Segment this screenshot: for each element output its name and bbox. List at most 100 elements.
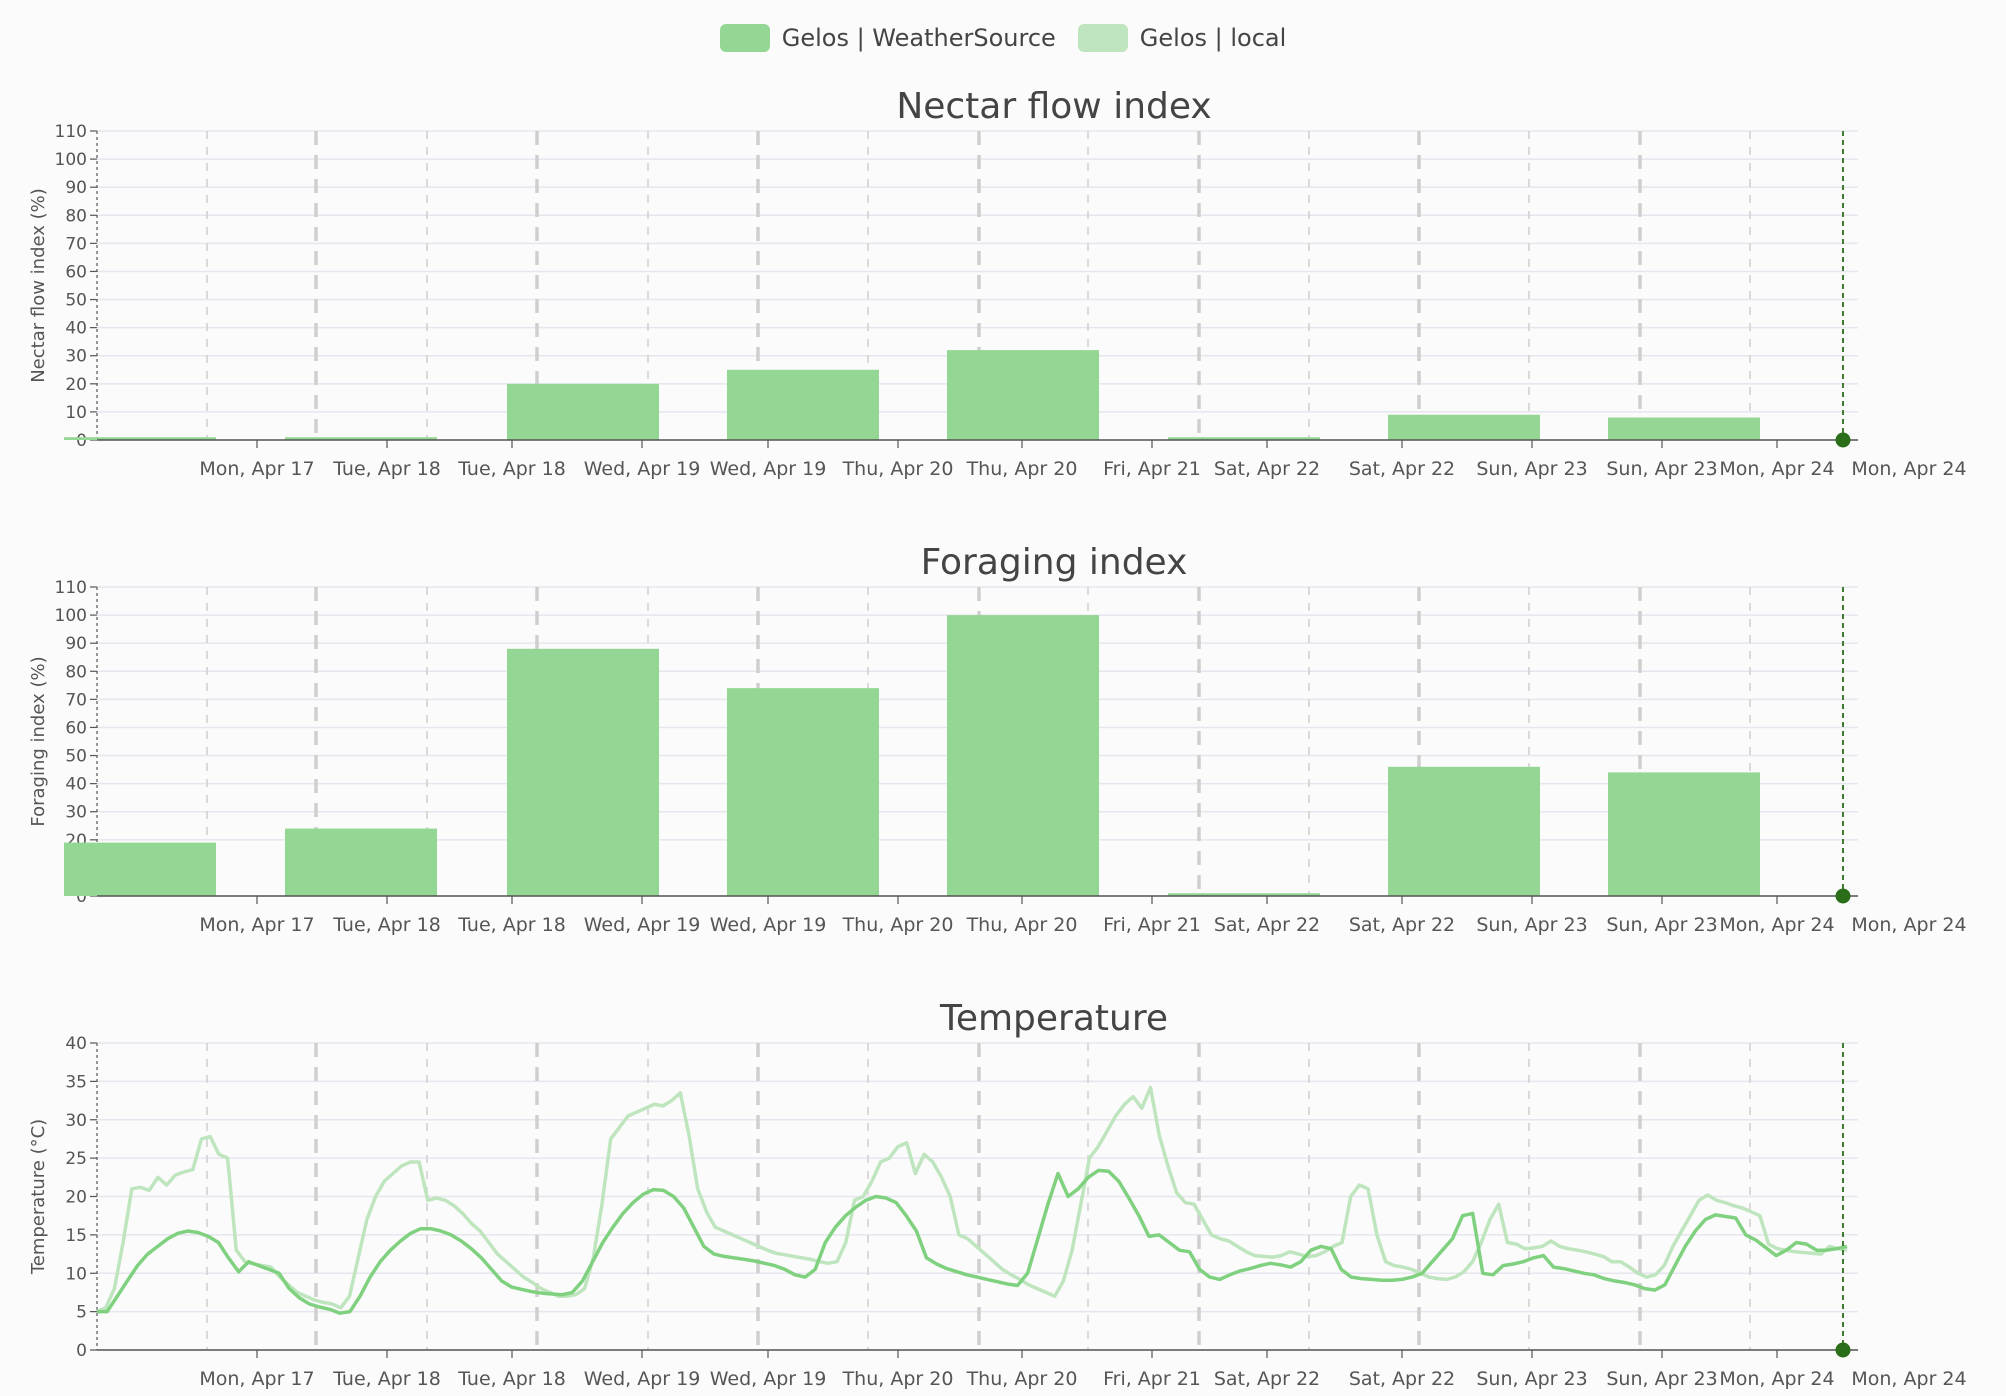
y-tick-label: 35: [65, 1072, 87, 1092]
chart-panel-3: Temperature Temperature (°C) 0 5 10 15 20 25 30 3…: [28, 998, 1967, 1390]
x-tick-label: Sun, Apr 23: [1606, 1368, 1717, 1390]
x-tick-label: Tue, Apr 18: [457, 458, 566, 480]
x-tick-label: Sun, Apr 23: [1476, 914, 1587, 936]
chart-panel-1: Nectar flow index Nectar flow index (%) 0 1…: [28, 86, 1967, 480]
x-tick-label: Thu, Apr 20: [842, 1368, 954, 1390]
y-tick-label: 40: [65, 1034, 87, 1054]
y-tick-label: 110: [55, 578, 87, 598]
y-tick-label: 100: [55, 606, 87, 626]
x-tick-label: Thu, Apr 20: [842, 458, 954, 480]
y-tick-label: 50: [65, 747, 87, 767]
x-tick-label: Sun, Apr 23: [1606, 458, 1717, 480]
now-marker-dot: [1835, 1342, 1851, 1358]
bar: [507, 383, 659, 440]
bar: [727, 688, 879, 896]
x-tick-label: Mon, Apr 24: [1719, 914, 1834, 936]
x-tick-label: Mon, Apr 24: [1851, 458, 1966, 480]
legend-label-local: Gelos | local: [1139, 24, 1287, 52]
x-tick-label: Tue, Apr 18: [332, 914, 441, 936]
bar: [64, 842, 216, 896]
y-tick-label: 60: [65, 718, 87, 738]
x-tick-label: Wed, Apr 19: [584, 1368, 701, 1390]
x-tick-label: Wed, Apr 19: [584, 914, 701, 936]
legend-swatch-local: [1077, 24, 1128, 52]
bar: [285, 437, 437, 440]
y-tick-label: 70: [65, 690, 87, 710]
y-tick-label: 30: [65, 1111, 87, 1131]
y-tick-label: 80: [65, 662, 87, 682]
y-tick-label: 80: [65, 206, 87, 226]
x-tick-label: Mon, Apr 24: [1719, 458, 1834, 480]
x-tick-label: Tue, Apr 18: [332, 458, 441, 480]
bar: [1608, 417, 1760, 440]
bar: [1168, 437, 1320, 440]
x-tick-label: Thu, Apr 20: [966, 458, 1078, 480]
y-tick-label: 10: [65, 403, 87, 423]
x-tick-label: Fri, Apr 21: [1103, 914, 1201, 936]
x-tick-label: Sat, Apr 22: [1214, 1368, 1320, 1390]
bar: [507, 648, 659, 896]
bar: [947, 350, 1099, 440]
x-tick-label: Sun, Apr 23: [1606, 914, 1717, 936]
legend-label-weathersource: Gelos | WeatherSource: [781, 24, 1056, 52]
x-tick-label: Sat, Apr 22: [1349, 1368, 1455, 1390]
y-tick-label: 50: [65, 291, 87, 311]
x-tick-label: Sat, Apr 22: [1349, 914, 1455, 936]
x-tick-label: Thu, Apr 20: [966, 1368, 1078, 1390]
x-tick-label: Mon, Apr 24: [1719, 1368, 1834, 1390]
x-tick-label: Tue, Apr 18: [332, 1368, 441, 1390]
y-tick-label: 90: [65, 634, 87, 654]
x-tick-label: Sat, Apr 22: [1214, 914, 1320, 936]
y-tick-label: 30: [65, 347, 87, 367]
y-tick-label: 25: [65, 1149, 87, 1169]
y-tick-label: 100: [55, 150, 87, 170]
x-tick-label: Mon, Apr 24: [1851, 1368, 1966, 1390]
series-line-local: [96, 1085, 1848, 1314]
bar: [1168, 893, 1320, 896]
x-tick-label: Wed, Apr 19: [710, 458, 827, 480]
x-tick-label: Mon, Apr 24: [1851, 914, 1966, 936]
y-tick-label: 40: [65, 775, 87, 795]
x-tick-label: Mon, Apr 17: [199, 458, 314, 480]
y-axis-label: Temperature (°C): [28, 1119, 49, 1275]
bar: [1388, 766, 1540, 896]
x-tick-label: Mon, Apr 17: [199, 914, 314, 936]
x-tick-label: Thu, Apr 20: [966, 914, 1078, 936]
chart-title: Temperature: [939, 998, 1168, 1039]
x-tick-label: Wed, Apr 19: [710, 914, 827, 936]
legend-item-weathersource[interactable]: Gelos | WeatherSource: [719, 24, 1056, 52]
x-tick-label: Sat, Apr 22: [1349, 458, 1455, 480]
y-tick-label: 10: [65, 1264, 87, 1284]
x-tick-label: Mon, Apr 17: [199, 1368, 314, 1390]
legend-swatch-weathersource: [719, 24, 770, 52]
y-tick-label: 90: [65, 178, 87, 198]
x-tick-label: Fri, Apr 21: [1103, 458, 1201, 480]
x-tick-label: Wed, Apr 19: [584, 458, 701, 480]
x-tick-label: Sun, Apr 23: [1476, 458, 1587, 480]
y-tick-label: 0: [76, 887, 87, 907]
chart-title: Nectar flow index: [896, 86, 1211, 127]
bar: [64, 437, 216, 440]
now-marker-dot: [1835, 432, 1851, 448]
x-tick-label: Sat, Apr 22: [1214, 458, 1320, 480]
y-tick-label: 0: [76, 431, 87, 451]
x-tick-label: Fri, Apr 21: [1103, 1368, 1201, 1390]
legend-item-local[interactable]: Gelos | local: [1077, 24, 1287, 52]
bar: [1608, 772, 1760, 896]
x-tick-label: Sun, Apr 23: [1476, 1368, 1587, 1390]
y-axis-label: Nectar flow index (%): [28, 188, 49, 383]
bar: [727, 369, 879, 440]
x-tick-label: Tue, Apr 18: [457, 914, 566, 936]
y-tick-label: 20: [65, 1188, 87, 1208]
x-tick-label: Thu, Apr 20: [842, 914, 954, 936]
y-tick-label: 110: [55, 122, 87, 142]
bar: [1388, 414, 1540, 440]
bar: [285, 828, 437, 896]
y-tick-label: 40: [65, 319, 87, 339]
bar: [947, 615, 1099, 896]
y-tick-label: 15: [65, 1226, 87, 1246]
y-tick-label: 70: [65, 234, 87, 254]
chart-title: Foraging index: [921, 542, 1188, 583]
